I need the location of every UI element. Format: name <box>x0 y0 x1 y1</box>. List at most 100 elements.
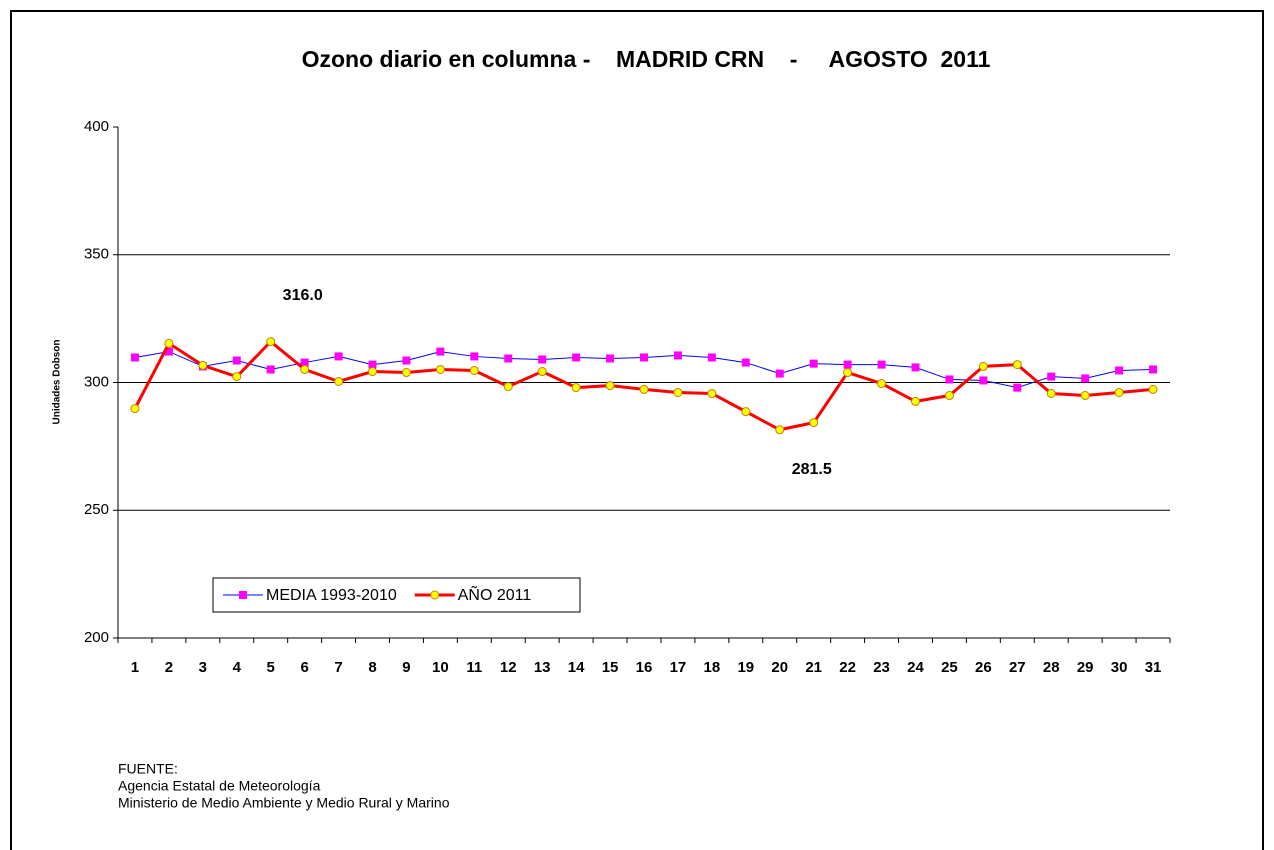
x-tick-label: 18 <box>704 659 721 676</box>
legend-box <box>212 577 581 613</box>
data-point <box>775 369 784 378</box>
data-point <box>402 356 411 365</box>
legend-marker <box>430 590 440 600</box>
data-point <box>334 352 343 361</box>
x-tick-label: 16 <box>636 659 653 676</box>
y-tick-label: 300 <box>84 373 109 390</box>
y-tick-label: 200 <box>84 629 109 646</box>
y-axis-label: Unidades Dobson <box>52 339 63 424</box>
x-tick-label: 13 <box>534 659 551 676</box>
data-point <box>945 375 954 384</box>
data-point <box>572 353 581 362</box>
x-tick-label: 6 <box>300 659 308 676</box>
x-tick-label: 9 <box>402 659 410 676</box>
data-label: 281.5 <box>792 461 832 478</box>
data-point <box>605 381 615 391</box>
x-tick-label: 19 <box>737 659 754 676</box>
x-tick-label: 20 <box>771 659 788 676</box>
data-point <box>503 382 513 392</box>
y-tick-label: 250 <box>84 501 109 518</box>
data-point <box>300 358 309 367</box>
x-tick-label: 1 <box>131 659 139 676</box>
data-point <box>673 387 683 397</box>
data-point <box>606 354 615 363</box>
data-label: 316.0 <box>283 287 323 304</box>
data-point <box>640 353 648 362</box>
data-point <box>436 347 445 356</box>
x-tick-label: 28 <box>1043 659 1060 676</box>
data-point <box>1148 384 1158 394</box>
data-point <box>741 358 750 367</box>
data-point <box>537 367 547 377</box>
data-point <box>1046 388 1056 398</box>
data-point <box>130 353 139 362</box>
data-point <box>911 363 920 372</box>
x-tick-label: 4 <box>233 659 242 676</box>
y-tick-label: 400 <box>84 118 109 135</box>
x-tick-label: 27 <box>1009 659 1026 676</box>
data-point <box>266 337 276 347</box>
x-tick-label: 25 <box>941 659 958 676</box>
x-tick-label: 17 <box>670 659 687 676</box>
x-tick-label: 8 <box>368 659 376 676</box>
data-point <box>368 367 378 377</box>
data-point <box>1013 383 1022 392</box>
x-tick-label: 24 <box>907 659 924 676</box>
source-line: Agencia Estatal de Meteorología <box>118 778 321 794</box>
data-point <box>877 360 886 369</box>
data-point <box>538 355 547 364</box>
data-point <box>877 379 887 389</box>
data-point <box>1081 374 1090 383</box>
data-point <box>741 407 751 417</box>
x-tick-label: 21 <box>805 659 822 676</box>
data-point <box>164 338 174 348</box>
x-tick-label: 22 <box>839 659 856 676</box>
data-point <box>1047 372 1056 381</box>
data-point <box>1149 365 1158 374</box>
data-point <box>843 360 852 369</box>
data-point <box>1012 360 1022 370</box>
y-tick-label: 350 <box>84 246 109 263</box>
data-point <box>978 361 988 371</box>
data-point <box>435 364 445 374</box>
source-line: FUENTE: <box>118 761 178 777</box>
source-line: Ministerio de Medio Ambiente y Medio Rur… <box>118 795 450 811</box>
data-point <box>979 376 988 385</box>
data-point <box>571 383 581 393</box>
x-tick-label: 29 <box>1077 659 1094 676</box>
data-point <box>368 360 377 369</box>
x-tick-label: 26 <box>975 659 992 676</box>
x-tick-label: 10 <box>432 659 449 676</box>
data-point <box>164 347 173 356</box>
data-point <box>232 356 241 365</box>
legend-label: AÑO 2011 <box>458 584 532 604</box>
data-point <box>673 351 682 360</box>
data-point <box>130 404 140 414</box>
data-point <box>198 360 208 370</box>
x-tick-label: 7 <box>334 659 342 676</box>
x-tick-label: 5 <box>267 659 275 676</box>
data-point <box>809 359 818 368</box>
data-point <box>1114 387 1124 397</box>
data-point <box>775 425 785 435</box>
x-tick-label: 11 <box>466 659 482 676</box>
chart-title: Ozono diario en columna - MADRID CRN - A… <box>302 46 991 72</box>
data-point <box>470 352 479 361</box>
data-point <box>910 396 920 406</box>
x-tick-label: 23 <box>873 659 890 676</box>
x-tick-label: 31 <box>1145 659 1162 676</box>
data-point <box>504 354 513 363</box>
x-tick-label: 14 <box>568 659 585 676</box>
data-point <box>300 364 310 374</box>
frame <box>10 10 1264 850</box>
data-point <box>334 376 344 386</box>
data-point <box>639 384 649 394</box>
legend-label: MEDIA 1993-2010 <box>266 587 397 604</box>
data-point <box>401 368 411 378</box>
legend-marker <box>239 591 247 599</box>
data-point <box>843 368 853 378</box>
data-point <box>1080 391 1090 401</box>
x-tick-label: 30 <box>1111 659 1128 676</box>
data-point <box>469 365 479 375</box>
